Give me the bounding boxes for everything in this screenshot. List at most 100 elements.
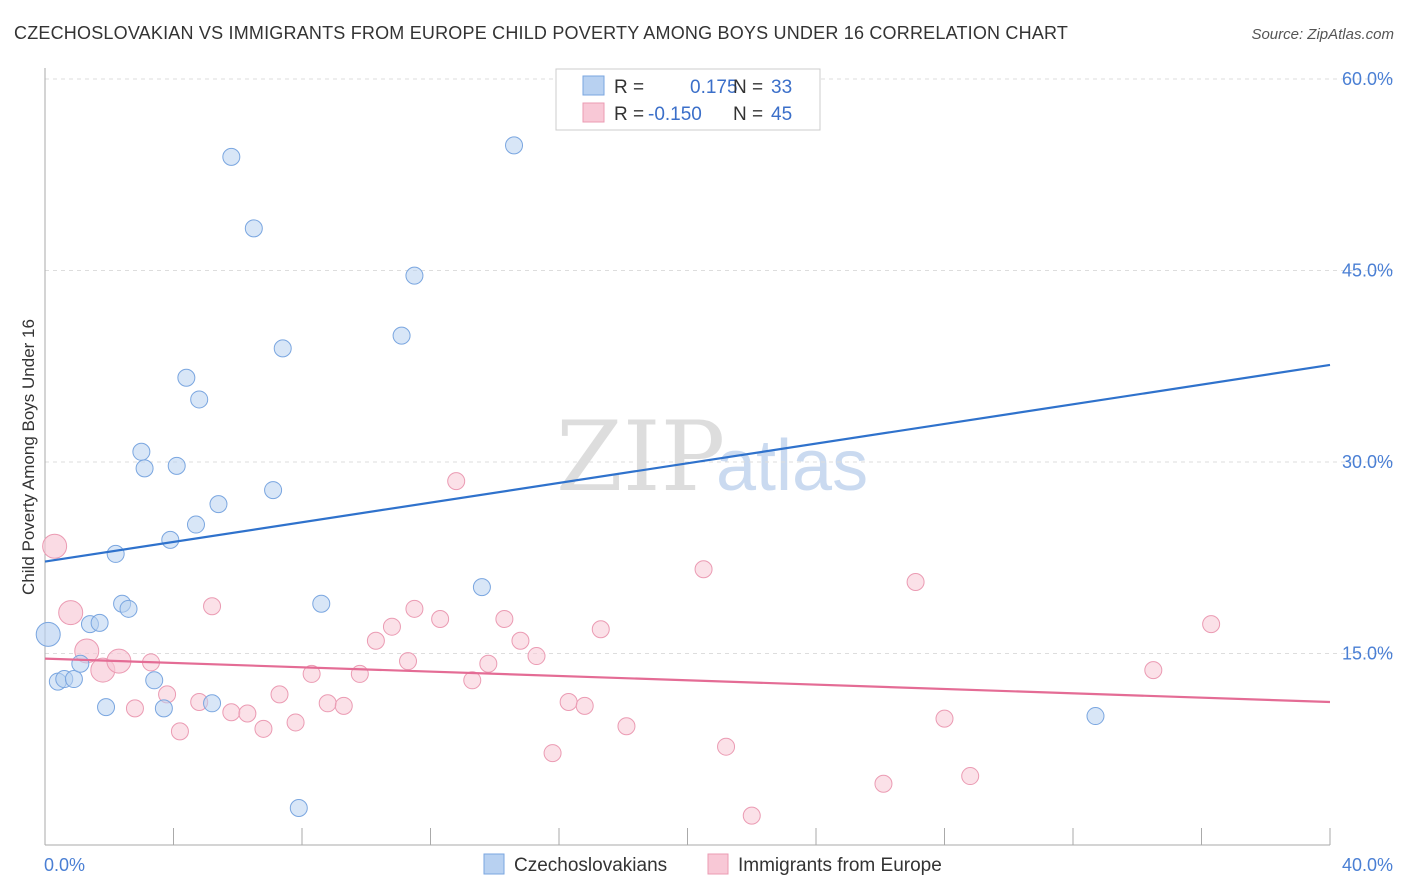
czechoslovakians-point-6: [90, 613, 109, 632]
immigrants-point-43: [1144, 661, 1163, 680]
watermark: ZIP atlas: [556, 401, 868, 513]
immigrants-point-32: [559, 693, 578, 712]
immigrants-point-13: [254, 719, 273, 738]
czechoslovakians-point-23: [244, 219, 263, 238]
axes: [44, 68, 1331, 846]
czechoslovakians-point-17: [177, 368, 196, 387]
y-tick-label-0: 15.0%: [1342, 644, 1393, 664]
czechoslovakians-point-29: [405, 266, 424, 285]
x-tick-label-max: 40.0%: [1342, 855, 1393, 875]
legend-r-value-2: -0.150: [648, 104, 702, 125]
chart-title: CZECHOSLOVAKIAN VS IMMIGRANTS FROM EUROP…: [14, 23, 1068, 43]
immigrants-point-35: [617, 717, 636, 736]
bottom-legend-immigrants: Immigrants from Europe: [738, 855, 942, 876]
y-tick-label-2: 45.0%: [1342, 261, 1393, 281]
legend-n-value-1: 33: [771, 77, 792, 98]
immigrants-trend-line: [44, 657, 1331, 704]
y-axis-title: Child Poverty Among Boys Under 16: [19, 319, 38, 595]
immigrants-point-21: [382, 617, 401, 636]
immigrants-point-18: [334, 696, 353, 715]
czechoslovakians-point-7: [97, 698, 116, 717]
immigrants-point-44: [1202, 615, 1221, 634]
czechoslovakians-point-22: [222, 147, 241, 166]
bottom-legend-swatch-blue: [483, 853, 505, 875]
immigrants-point-30: [527, 647, 546, 666]
x-tick-label-min: 0.0%: [44, 855, 85, 875]
correlation-legend: R = 0.175 N = 33 R = -0.150 N = 45: [555, 68, 821, 131]
czechoslovakians-point-19: [190, 390, 209, 409]
immigrants-point-22: [399, 652, 418, 671]
trend-lines: [44, 363, 1331, 704]
bottom-legend-swatch-pink: [707, 853, 729, 875]
immigrants-point-15: [286, 713, 305, 732]
czechoslovakians-point-27: [312, 594, 331, 613]
grid: [45, 78, 1393, 654]
immigrants-point-26: [463, 671, 482, 690]
immigrants-point-14: [270, 685, 289, 704]
immigrants-point-20: [366, 631, 385, 650]
source-label: Source: ZipAtlas.com: [1251, 26, 1394, 43]
immigrants-point-11: [222, 703, 241, 722]
czechoslovakians-point-13: [145, 671, 164, 690]
immigrants-point-1: [58, 600, 84, 626]
immigrants-point-29: [511, 631, 530, 650]
immigrants-point-17: [318, 694, 337, 713]
czechoslovakians-point-28: [392, 326, 411, 345]
czechoslovakians-point-15: [161, 530, 180, 549]
immigrants-point-33: [575, 696, 594, 715]
series-immigrants-from-europe: [42, 472, 1221, 825]
y-tick-label-1: 30.0%: [1342, 452, 1393, 472]
legend-n-label-2: N =: [733, 104, 763, 125]
series-czechoslovakians: [35, 136, 1105, 817]
legend-n-value-2: 45: [771, 104, 792, 125]
bottom-legend-czechoslovakians: Czechoslovakians: [514, 855, 667, 876]
legend-r-label-1: R =: [614, 77, 644, 98]
immigrants-point-37: [717, 737, 736, 756]
immigrants-point-34: [591, 620, 610, 639]
immigrants-point-38: [742, 806, 761, 825]
legend-n-label-1: N =: [733, 77, 763, 98]
czechoslovakians-point-18: [186, 515, 205, 534]
czechoslovakians-point-11: [132, 442, 151, 461]
y-tick-label-3: 60.0%: [1342, 69, 1393, 89]
czechoslovakians-point-20: [203, 694, 222, 713]
tick-labels: 15.0% 30.0% 45.0% 60.0% 0.0% 40.0%: [44, 69, 1393, 875]
czechoslovakians-point-10: [119, 599, 138, 618]
immigrants-point-0: [42, 533, 68, 559]
immigrants-point-42: [961, 767, 980, 786]
czechoslovakians-point-24: [264, 481, 283, 500]
czechoslovakians-point-4: [71, 654, 90, 673]
immigrants-point-31: [543, 744, 562, 763]
czechoslovakians-point-8: [106, 544, 125, 563]
immigrants-point-27: [479, 654, 498, 673]
immigrants-point-12: [238, 704, 257, 723]
watermark-zip: ZIP: [556, 401, 725, 513]
czechoslovakians-point-0: [35, 621, 61, 647]
czechoslovakians-point-25: [273, 339, 292, 358]
czechoslovakians-point-3: [64, 670, 83, 689]
czechoslovakians-trend-line: [44, 363, 1331, 563]
immigrants-point-28: [495, 610, 514, 629]
czechoslovakians-point-26: [289, 798, 308, 817]
immigrants-point-5: [125, 699, 144, 718]
series-legend: Czechoslovakians Immigrants from Europe: [483, 853, 942, 876]
legend-r-label-2: R =: [614, 104, 644, 125]
immigrants-point-40: [906, 573, 925, 592]
legend-swatch-blue: [582, 75, 605, 96]
czechoslovakians-point-32: [1086, 707, 1105, 726]
immigrants-point-24: [431, 610, 450, 629]
immigrants-point-25: [447, 472, 466, 491]
legend-swatch-pink: [582, 102, 605, 123]
immigrants-point-39: [874, 774, 893, 793]
immigrants-point-36: [694, 560, 713, 579]
immigrants-point-16: [302, 664, 321, 683]
czechoslovakians-point-12: [135, 459, 154, 478]
immigrants-point-41: [935, 709, 954, 728]
czechoslovakians-point-31: [505, 136, 524, 155]
legend-r-value-1: 0.175: [690, 77, 738, 98]
immigrants-point-23: [405, 599, 424, 618]
czechoslovakians-point-14: [154, 699, 173, 718]
czechoslovakians-point-30: [472, 578, 491, 597]
czechoslovakians-point-21: [209, 495, 228, 514]
